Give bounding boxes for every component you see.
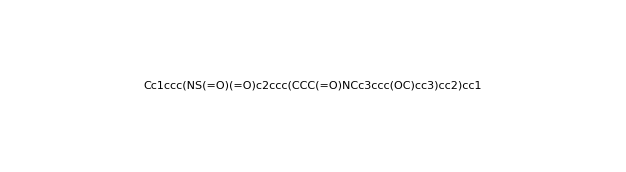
- Text: Cc1ccc(NS(=O)(=O)c2ccc(CCC(=O)NCc3ccc(OC)cc3)cc2)cc1: Cc1ccc(NS(=O)(=O)c2ccc(CCC(=O)NCc3ccc(OC…: [144, 81, 482, 91]
